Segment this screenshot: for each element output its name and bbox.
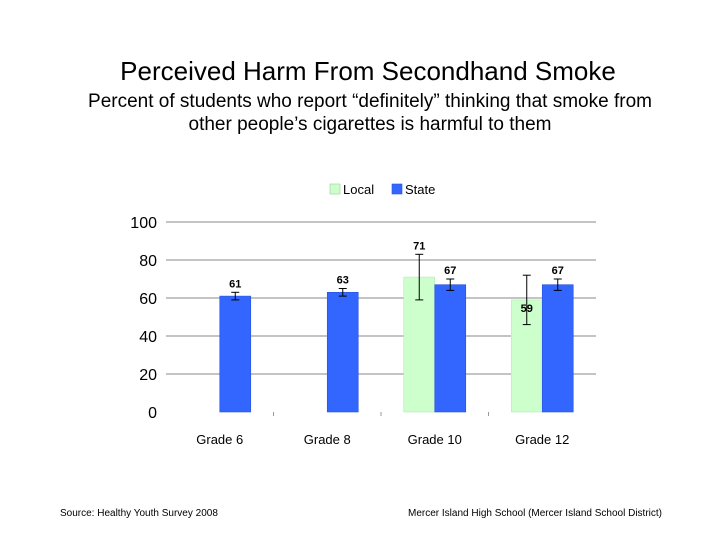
x-tick-label: Grade 8 xyxy=(304,432,351,447)
chart-subtitle: Percent of students who report “definite… xyxy=(60,90,680,136)
y-tick-label-100: 100 xyxy=(130,215,157,232)
data-label-local: 71 xyxy=(413,240,425,252)
x-tick-label: Grade 10 xyxy=(408,432,462,447)
data-label-state: 67 xyxy=(444,265,456,277)
y-tick-label-40: 40 xyxy=(139,329,157,346)
y-tick-label-60: 60 xyxy=(139,291,157,308)
y-tick-label-0: 0 xyxy=(148,405,157,422)
bar-state-grade-8 xyxy=(326,291,359,413)
legend-swatch-state xyxy=(391,183,403,195)
source-note: Source: Healthy Youth Survey 2008 xyxy=(60,508,218,519)
chart-title: Perceived Harm From Secondhand Smoke xyxy=(120,56,616,86)
data-label-state: 67 xyxy=(552,265,564,277)
bar-state-grade-12 xyxy=(541,284,574,413)
bar-state-grade-10 xyxy=(434,284,467,413)
y-tick-label-20: 20 xyxy=(139,367,157,384)
legend-swatch-local xyxy=(329,183,341,195)
subtitle-line-2: other people’s cigarettes is harmful to … xyxy=(188,114,552,135)
school-footer: Mercer Island High School (Mercer Island… xyxy=(408,508,662,519)
legend-label-local: Local xyxy=(343,182,374,197)
x-tick-label: Grade 12 xyxy=(515,432,569,447)
legend-label-state: State xyxy=(405,182,435,197)
data-label-local: 59 xyxy=(521,303,533,315)
y-tick-label-80: 80 xyxy=(139,253,157,270)
x-tick-label: Grade 6 xyxy=(196,432,243,447)
data-label-state: 63 xyxy=(337,275,349,287)
bar-state-grade-6 xyxy=(219,295,252,413)
subtitle-line-1: Percent of students who report “definite… xyxy=(88,91,652,112)
data-label-state: 61 xyxy=(229,278,241,290)
